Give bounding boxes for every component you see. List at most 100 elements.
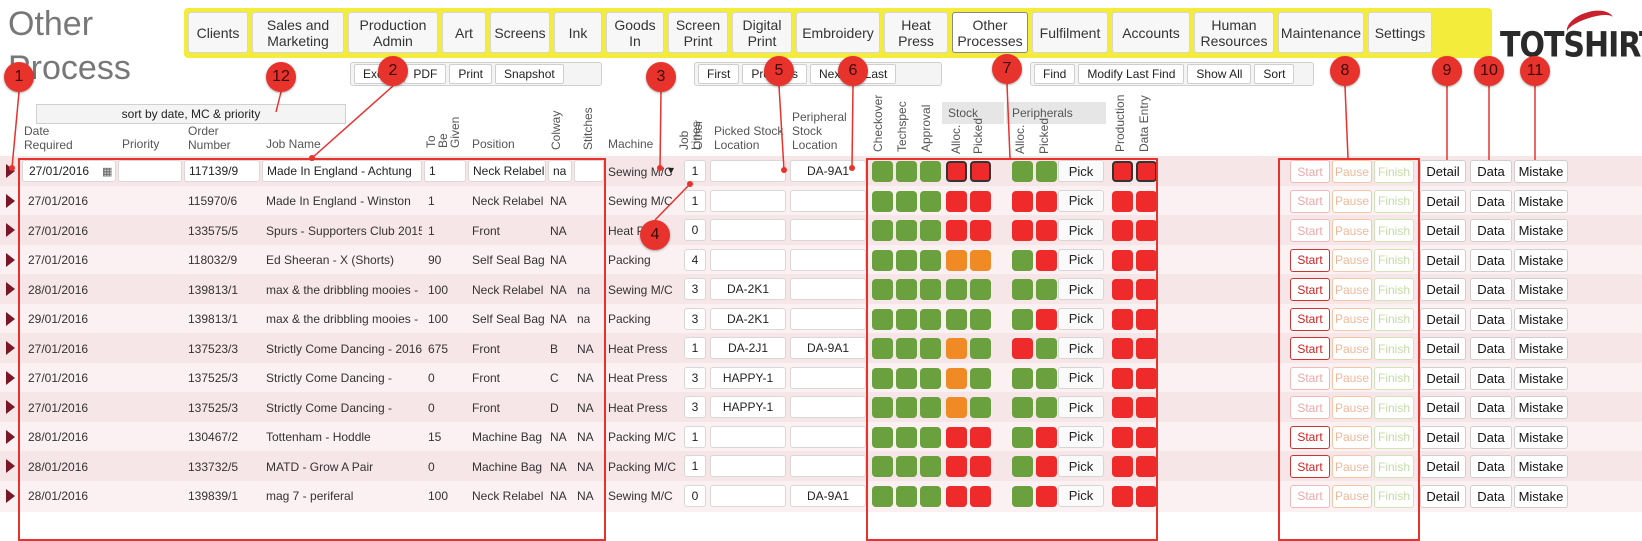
nav-other-processes[interactable]: Other Processes bbox=[952, 12, 1028, 53]
header-picked-stock-location[interactable]: Picked Stock Location bbox=[714, 124, 784, 152]
detail-button[interactable]: Detail bbox=[1420, 307, 1466, 331]
pick-button[interactable]: Pick bbox=[1058, 307, 1104, 330]
header-date-required[interactable]: Date Required bbox=[24, 124, 73, 152]
finish-button[interactable]: Finish bbox=[1374, 219, 1414, 242]
stitches-field[interactable] bbox=[574, 160, 604, 182]
mistake-button[interactable]: Mistake bbox=[1514, 425, 1568, 449]
position-field[interactable]: Neck Relabel bbox=[468, 160, 546, 182]
techspec-status[interactable] bbox=[896, 308, 917, 330]
approval-status[interactable] bbox=[920, 485, 941, 507]
peripherals-alloc-status[interactable] bbox=[1012, 190, 1033, 212]
approval-status[interactable] bbox=[920, 456, 941, 477]
pause-button[interactable]: Pause bbox=[1332, 366, 1372, 390]
checkover-status[interactable] bbox=[872, 338, 893, 359]
pause-button[interactable]: Pause bbox=[1332, 425, 1372, 449]
peripherals-alloc-status[interactable] bbox=[1012, 456, 1033, 477]
order-number-field[interactable]: 117139/9 bbox=[184, 160, 260, 182]
nav-embroidery[interactable]: Embroidery bbox=[796, 12, 880, 53]
row-expand-arrow-icon[interactable] bbox=[6, 282, 15, 296]
production-status[interactable] bbox=[1112, 249, 1133, 271]
production-status[interactable] bbox=[1112, 161, 1133, 182]
approval-status[interactable] bbox=[920, 426, 941, 448]
header-stock-alloc[interactable]: Alloc. bbox=[949, 124, 963, 154]
start-button[interactable]: Start bbox=[1290, 337, 1330, 360]
techspec-status[interactable] bbox=[896, 190, 917, 212]
nav-human-resources[interactable]: Human Resources bbox=[1194, 12, 1274, 53]
header-order-number[interactable]: Order Number bbox=[188, 124, 231, 152]
row-expand-arrow-icon[interactable] bbox=[6, 400, 15, 414]
nav-accounts[interactable]: Accounts bbox=[1112, 12, 1190, 53]
mistake-button[interactable]: Mistake bbox=[1514, 248, 1568, 272]
mistake-button[interactable]: Mistake bbox=[1514, 307, 1568, 331]
picked-stock-location-field[interactable]: DA-2K1 bbox=[710, 307, 786, 330]
data-entry-status[interactable] bbox=[1136, 397, 1157, 418]
machine-select[interactable]: Heat Press bbox=[608, 400, 668, 415]
peripherals-alloc-status[interactable] bbox=[1012, 220, 1033, 241]
picked-stock-location-field[interactable] bbox=[710, 248, 786, 271]
picked-stock-location-field[interactable]: HAPPY-1 bbox=[710, 366, 786, 389]
pick-button[interactable]: Pick bbox=[1058, 189, 1104, 212]
row-expand-arrow-icon[interactable] bbox=[6, 488, 15, 503]
pick-button[interactable]: Pick bbox=[1058, 484, 1104, 507]
data-entry-status[interactable] bbox=[1136, 161, 1157, 182]
production-status[interactable] bbox=[1112, 190, 1133, 212]
nav-goods-in[interactable]: Goods In bbox=[606, 12, 664, 53]
production-status[interactable] bbox=[1112, 456, 1133, 477]
peripherals-picked-status[interactable] bbox=[1036, 456, 1057, 477]
data-button[interactable]: Data bbox=[1470, 396, 1512, 419]
pause-button[interactable]: Pause bbox=[1332, 337, 1372, 360]
data-button[interactable]: Data bbox=[1470, 337, 1512, 360]
machine-select[interactable]: Packing M/C bbox=[608, 430, 677, 444]
stock-picked-status[interactable] bbox=[970, 161, 991, 182]
checkover-status[interactable] bbox=[872, 220, 893, 241]
checkover-status[interactable] bbox=[872, 367, 893, 389]
checkover-status[interactable] bbox=[872, 279, 893, 300]
header-techspec[interactable]: Techspec bbox=[895, 101, 909, 152]
approval-status[interactable] bbox=[920, 338, 941, 359]
finish-button[interactable]: Finish bbox=[1374, 455, 1414, 478]
peripheral-stock-location-field[interactable] bbox=[790, 189, 866, 212]
nav-first-button[interactable]: First bbox=[698, 64, 740, 84]
checkover-status[interactable] bbox=[872, 485, 893, 507]
machine-select[interactable]: Heat Press bbox=[608, 341, 668, 356]
stock-alloc-status[interactable] bbox=[946, 161, 967, 182]
calendar-icon[interactable]: ▦ bbox=[102, 166, 113, 178]
approval-status[interactable] bbox=[920, 397, 941, 418]
date-field[interactable]: 27/01/2016 bbox=[22, 160, 116, 182]
peripherals-alloc-status[interactable] bbox=[1012, 426, 1033, 448]
peripherals-alloc-status[interactable] bbox=[1012, 485, 1033, 507]
start-button[interactable]: Start bbox=[1290, 248, 1330, 272]
job-lines-field[interactable]: 1 bbox=[684, 425, 706, 448]
production-status[interactable] bbox=[1112, 367, 1133, 389]
job-lines-field[interactable]: 3 bbox=[684, 396, 706, 418]
stock-alloc-status[interactable] bbox=[946, 190, 967, 212]
techspec-status[interactable] bbox=[896, 161, 917, 182]
colway-field[interactable]: na bbox=[548, 160, 572, 182]
header-approval[interactable]: Approval bbox=[919, 104, 933, 152]
finish-button[interactable]: Finish bbox=[1374, 396, 1414, 419]
finish-button[interactable]: Finish bbox=[1374, 278, 1414, 301]
peripherals-picked-status[interactable] bbox=[1036, 397, 1057, 418]
production-status[interactable] bbox=[1112, 485, 1133, 507]
approval-status[interactable] bbox=[920, 249, 941, 271]
peripherals-alloc-status[interactable] bbox=[1012, 367, 1033, 389]
data-button[interactable]: Data bbox=[1470, 484, 1512, 508]
header-job-name[interactable]: Job Name bbox=[266, 137, 321, 151]
start-button[interactable]: Start bbox=[1290, 160, 1330, 183]
techspec-status[interactable] bbox=[896, 367, 917, 389]
peripherals-alloc-status[interactable] bbox=[1012, 279, 1033, 300]
peripheral-stock-location-field[interactable] bbox=[790, 248, 866, 271]
peripherals-picked-status[interactable] bbox=[1036, 338, 1057, 359]
nav-screens[interactable]: Screens bbox=[490, 12, 550, 53]
mistake-button[interactable]: Mistake bbox=[1514, 337, 1568, 360]
techspec-status[interactable] bbox=[896, 397, 917, 418]
job-lines-field[interactable]: 3 bbox=[684, 278, 706, 300]
data-button[interactable]: Data bbox=[1470, 219, 1512, 242]
data-entry-status[interactable] bbox=[1136, 367, 1157, 389]
machine-select[interactable]: Packing bbox=[608, 253, 651, 267]
data-entry-status[interactable] bbox=[1136, 426, 1157, 448]
job-lines-field[interactable]: 1 bbox=[684, 189, 706, 212]
peripherals-alloc-status[interactable] bbox=[1012, 308, 1033, 330]
approval-status[interactable] bbox=[920, 367, 941, 389]
approval-status[interactable] bbox=[920, 308, 941, 330]
